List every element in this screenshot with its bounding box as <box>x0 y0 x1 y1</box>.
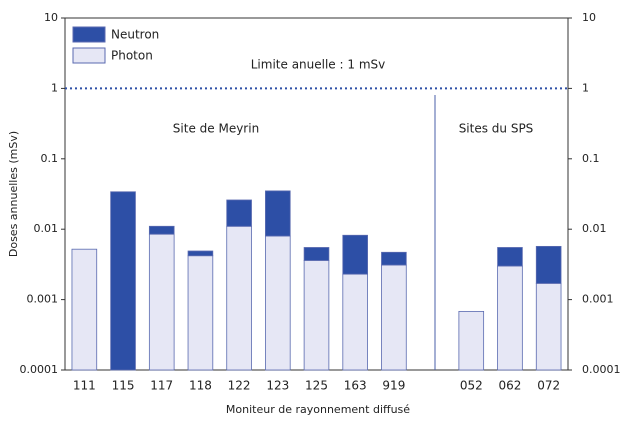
bar-segment <box>187 255 214 371</box>
bar-segment <box>381 264 407 371</box>
annotation: Limite anuelle : 1 mSv <box>251 58 385 72</box>
bar-segment <box>535 245 562 284</box>
y2-tick-label: 0.1 <box>582 152 600 165</box>
bar-segment <box>342 234 368 275</box>
x-tick-label: 118 <box>189 379 212 393</box>
annotation: Sites du SPS <box>459 122 534 136</box>
bar-segment <box>226 199 252 227</box>
x-tick-label: 111 <box>73 379 96 393</box>
x-tick-label: 062 <box>499 379 522 393</box>
x-tick-label: 122 <box>228 379 251 393</box>
y2-tick-label: 0.0001 <box>582 363 621 376</box>
bar-segment <box>303 260 330 371</box>
bar-segment <box>535 282 562 371</box>
bar-segment <box>497 247 523 267</box>
bar-segment <box>148 233 175 371</box>
y2-tick-label: 0.001 <box>582 293 614 306</box>
bar-segment <box>303 247 330 261</box>
x-tick-label: 052 <box>460 379 483 393</box>
y-tick-label: 0.001 <box>27 293 59 306</box>
legend-label: Neutron <box>111 28 159 42</box>
bar-segment <box>265 235 291 371</box>
bar-segment <box>381 251 407 266</box>
bar-segment <box>71 248 98 371</box>
bar-segment <box>148 225 175 235</box>
y-tick-label: 10 <box>44 11 58 24</box>
y2-tick-label: 1 <box>582 81 589 94</box>
annotation: Site de Meyrin <box>173 122 259 136</box>
legend-label: Photon <box>111 49 153 63</box>
x-tick-label: 115 <box>112 379 135 393</box>
x-tick-label: 919 <box>382 379 405 393</box>
x-tick-label: 123 <box>266 379 289 393</box>
bar-segment <box>110 191 136 371</box>
bar-segment <box>226 225 252 371</box>
x-tick-label: 072 <box>537 379 560 393</box>
y2-tick-label: 0.01 <box>582 222 607 235</box>
legend-swatch <box>72 26 106 43</box>
x-axis-label: Moniteur de rayonnement diffusé <box>226 403 410 416</box>
x-tick-label: 117 <box>150 379 173 393</box>
y2-tick-label: 10 <box>582 11 596 24</box>
bar-segment <box>265 190 291 237</box>
y-tick-label: 0.01 <box>34 222 59 235</box>
bar-segment <box>458 310 485 371</box>
legend-swatch <box>72 47 106 64</box>
x-tick-label: 125 <box>305 379 328 393</box>
y-axis-label: Doses annuelles (mSv) <box>7 131 20 257</box>
bar-segment <box>342 273 368 371</box>
y-tick-label: 0.0001 <box>20 363 59 376</box>
y-tick-label: 1 <box>51 81 58 94</box>
y-tick-label: 0.1 <box>41 152 59 165</box>
bar-segment <box>187 250 214 257</box>
bar-segment <box>497 265 523 371</box>
x-tick-label: 163 <box>344 379 367 393</box>
